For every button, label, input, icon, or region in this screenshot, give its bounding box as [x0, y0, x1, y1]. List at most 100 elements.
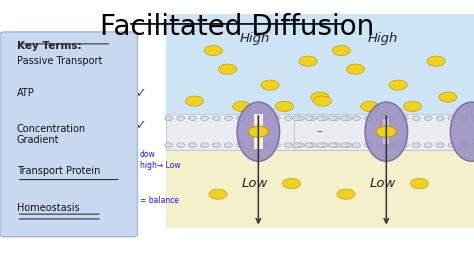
Circle shape	[212, 116, 220, 120]
Circle shape	[308, 143, 316, 147]
Circle shape	[201, 116, 209, 120]
Text: High: High	[367, 32, 398, 45]
FancyBboxPatch shape	[254, 114, 263, 149]
Circle shape	[376, 116, 384, 120]
Circle shape	[412, 143, 420, 147]
FancyBboxPatch shape	[294, 14, 474, 114]
Circle shape	[344, 116, 352, 120]
Ellipse shape	[237, 102, 280, 161]
Circle shape	[389, 80, 407, 90]
Circle shape	[388, 143, 396, 147]
Circle shape	[248, 126, 268, 137]
Circle shape	[260, 116, 268, 120]
Circle shape	[346, 64, 365, 74]
Circle shape	[165, 116, 173, 120]
Circle shape	[460, 143, 468, 147]
Circle shape	[317, 116, 325, 120]
Circle shape	[313, 96, 331, 106]
Circle shape	[320, 143, 328, 147]
Circle shape	[361, 101, 379, 111]
Circle shape	[352, 143, 360, 147]
Circle shape	[224, 116, 232, 120]
Circle shape	[400, 116, 408, 120]
Circle shape	[204, 45, 222, 56]
Circle shape	[340, 143, 348, 147]
Circle shape	[284, 116, 292, 120]
Circle shape	[332, 143, 340, 147]
Circle shape	[412, 116, 420, 120]
Text: Facilitated Diffusion: Facilitated Diffusion	[100, 13, 374, 41]
Circle shape	[224, 143, 232, 147]
Circle shape	[448, 116, 456, 120]
Circle shape	[439, 92, 457, 102]
Text: ✓: ✓	[135, 87, 146, 100]
Circle shape	[365, 116, 373, 120]
Circle shape	[296, 116, 304, 120]
Circle shape	[376, 143, 384, 147]
Text: Homeostasis: Homeostasis	[17, 203, 79, 214]
Circle shape	[275, 101, 293, 111]
FancyBboxPatch shape	[166, 14, 351, 114]
Circle shape	[320, 116, 328, 120]
Circle shape	[472, 143, 474, 147]
Circle shape	[305, 143, 313, 147]
Text: dow
high→ Low: dow high→ Low	[140, 150, 181, 170]
Circle shape	[292, 116, 301, 120]
Circle shape	[233, 101, 251, 111]
Text: Low: Low	[242, 177, 268, 190]
Circle shape	[248, 143, 256, 147]
Circle shape	[201, 143, 209, 147]
Circle shape	[388, 116, 396, 120]
Ellipse shape	[450, 102, 474, 161]
Circle shape	[332, 45, 350, 56]
Circle shape	[427, 56, 445, 66]
FancyBboxPatch shape	[294, 114, 474, 149]
Circle shape	[337, 189, 355, 199]
Circle shape	[311, 92, 329, 102]
Circle shape	[189, 143, 197, 147]
FancyBboxPatch shape	[0, 32, 137, 237]
Circle shape	[237, 143, 245, 147]
Text: ATP: ATP	[17, 88, 34, 98]
Circle shape	[305, 116, 313, 120]
Circle shape	[352, 116, 360, 120]
Circle shape	[299, 56, 317, 66]
Text: Low: Low	[370, 177, 396, 190]
Circle shape	[317, 143, 325, 147]
Circle shape	[424, 143, 432, 147]
Circle shape	[165, 143, 173, 147]
Text: Concentration
Gradient: Concentration Gradient	[17, 124, 86, 145]
Circle shape	[436, 116, 444, 120]
Circle shape	[248, 116, 256, 120]
Circle shape	[340, 116, 348, 120]
Circle shape	[332, 116, 340, 120]
Circle shape	[260, 143, 268, 147]
Circle shape	[344, 143, 352, 147]
Circle shape	[472, 116, 474, 120]
Circle shape	[177, 116, 185, 120]
Circle shape	[272, 143, 280, 147]
Circle shape	[365, 143, 373, 147]
FancyBboxPatch shape	[166, 149, 351, 228]
Text: ✓: ✓	[135, 119, 146, 132]
Ellipse shape	[365, 102, 408, 161]
FancyBboxPatch shape	[383, 119, 389, 144]
Circle shape	[436, 143, 444, 147]
Circle shape	[410, 178, 428, 189]
Circle shape	[219, 64, 237, 74]
Circle shape	[177, 143, 185, 147]
Circle shape	[261, 80, 279, 90]
Circle shape	[212, 143, 220, 147]
Circle shape	[424, 116, 432, 120]
Circle shape	[237, 116, 245, 120]
Text: = balance: = balance	[140, 196, 179, 205]
Circle shape	[328, 116, 337, 120]
Text: Passive Transport: Passive Transport	[17, 56, 102, 66]
Text: High: High	[239, 32, 270, 45]
Circle shape	[283, 178, 301, 189]
Circle shape	[292, 143, 301, 147]
Circle shape	[209, 189, 227, 199]
Circle shape	[460, 116, 468, 120]
Circle shape	[296, 143, 304, 147]
Circle shape	[328, 143, 337, 147]
